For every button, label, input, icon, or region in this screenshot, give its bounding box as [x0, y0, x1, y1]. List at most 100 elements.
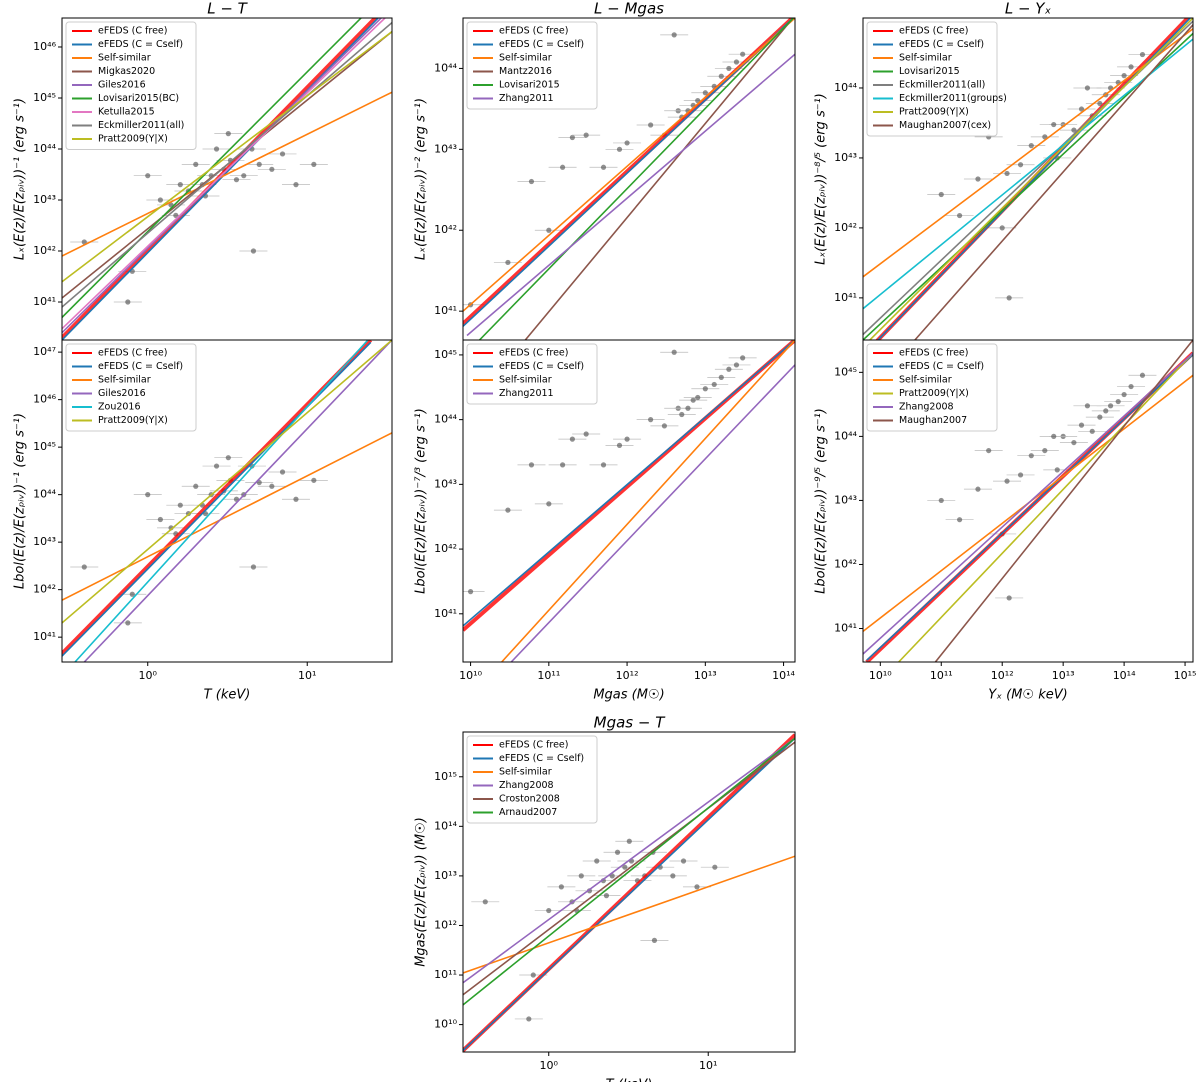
panel: 10⁴¹ 10⁴² 10⁴³ 10⁴⁴ L − Yₓ Lₓ(E(z)/E(zₚᵢᵥ))⁻⁸… — [814, 0, 1194, 341]
legend-label: Self-similar — [499, 53, 552, 64]
data-point — [616, 146, 623, 152]
data-point — [1139, 372, 1146, 378]
data-point — [250, 564, 257, 570]
data-point — [712, 864, 718, 870]
y-axis-label: Lₓ(E(z)/E(zₚᵢᵥ))⁻¹ (erg s⁻¹) — [13, 98, 28, 260]
data-point — [614, 849, 621, 855]
fit-line — [863, 28, 1193, 278]
x-tick-label: 10⁰ — [540, 1059, 559, 1072]
legend-label: Zhang2008 — [899, 402, 954, 413]
data-point — [193, 161, 199, 167]
data-point — [583, 132, 589, 138]
fit-line — [463, 737, 795, 984]
fit-line — [934, 340, 1193, 662]
fit-line — [62, 18, 380, 340]
data-point — [702, 90, 708, 96]
x-tick-label: 10¹⁰ — [459, 669, 482, 682]
fit-line — [62, 21, 392, 308]
data-point — [1128, 64, 1134, 70]
legend-label: Self-similar — [899, 375, 952, 386]
fit-line — [463, 340, 795, 627]
fit-line — [510, 364, 795, 662]
data-point — [975, 176, 981, 182]
legend-label: eFEDS (C = Cself) — [499, 361, 584, 372]
data-point — [578, 873, 584, 879]
y-axis-label: Lbol(E(z)/E(zₚᵢᵥ))⁻¹ (erg s⁻¹) — [13, 413, 28, 589]
legend-label: Lovisari2015 — [499, 80, 560, 91]
y-tick-label: 10⁴⁷ — [33, 345, 56, 358]
legend-label: eFEDS (C free) — [98, 348, 167, 359]
data-point — [81, 239, 87, 245]
y-tick-label: 10⁴¹ — [434, 304, 457, 317]
fit-line — [62, 30, 392, 283]
panel: 10¹⁰ 10¹¹ 10¹² 10¹³ 10¹⁴ 10¹⁵ 10⁰ 10¹ Mgas − T T … — [414, 714, 796, 1082]
y-tick-label: 10⁴⁶ — [33, 40, 56, 53]
data-point — [1097, 414, 1103, 420]
data-point — [733, 59, 740, 65]
data-point — [311, 161, 317, 167]
fit-line — [74, 340, 369, 662]
legend-label: Eckmiller2011(all) — [98, 120, 184, 131]
legend-label: Zou2016 — [98, 402, 141, 413]
data-point — [256, 161, 262, 167]
legend-label: Giles2016 — [98, 80, 146, 91]
frame — [462, 339, 796, 663]
fit-line — [62, 432, 392, 601]
data-point — [505, 507, 511, 513]
data-point — [680, 858, 687, 864]
data-point — [526, 1016, 532, 1022]
data-point — [293, 182, 299, 188]
data-point — [740, 355, 746, 361]
data-point — [711, 381, 717, 388]
data-point — [250, 248, 257, 254]
data-point — [1078, 106, 1085, 112]
data-point — [125, 620, 131, 626]
legend-label: Mantz2016 — [499, 66, 552, 77]
fit-line — [463, 18, 795, 327]
fit-line — [62, 91, 392, 257]
x-axis-label: Yₓ (M☉ keV) — [988, 688, 1067, 703]
y-tick-label: 10¹⁰ — [434, 1018, 457, 1031]
fit-line — [62, 18, 387, 330]
data-point — [694, 884, 700, 890]
data-point — [702, 386, 708, 392]
legend-label: Pratt2009(Y|X) — [98, 415, 168, 426]
data-point — [569, 134, 575, 141]
legend-label: eFEDS (C free) — [899, 348, 968, 359]
data-point — [1054, 467, 1060, 473]
frame — [61, 339, 393, 663]
legend-label: Zhang2011 — [499, 388, 554, 399]
plot-area — [463, 733, 795, 1052]
data-point — [740, 51, 746, 57]
x-tick-label: 10¹² — [616, 669, 639, 682]
legend-label: Ketulla2015 — [98, 107, 155, 118]
legend-label: Eckmiller2011(groups) — [899, 93, 1007, 104]
legend-box — [466, 343, 598, 405]
data-point — [1084, 85, 1091, 91]
legend-label: eFEDS (C free) — [499, 26, 568, 37]
data-point — [1028, 143, 1034, 149]
y-tick-label: 10⁴⁴ — [33, 488, 56, 501]
data-point — [583, 431, 589, 437]
data-point — [213, 146, 220, 152]
data-point — [1128, 383, 1134, 390]
panel: 10⁴¹ 10⁴² 10⁴³ 10⁴⁴ 10⁴⁵ 10¹⁰ 10¹¹ 10¹² 10¹³ 10¹⁴… — [814, 339, 1196, 703]
data-point — [690, 397, 696, 403]
data-point — [1051, 433, 1057, 439]
x-tick-label: 10¹² — [991, 669, 1014, 682]
data-point — [569, 436, 575, 442]
y-tick-label: 10⁴³ — [434, 142, 457, 155]
y-axis-label: Lbol(E(z)/E(zₚᵢᵥ))⁻⁷/³ (erg s⁻¹) — [414, 408, 429, 594]
y-tick-label: 10⁴⁵ — [434, 348, 457, 361]
y-tick-label: 10⁴² — [434, 223, 457, 236]
y-tick-label: 10⁴⁴ — [834, 81, 857, 94]
data-point — [1097, 100, 1103, 107]
y-tick-label: 10⁴⁴ — [434, 61, 457, 74]
legend-label: Arnaud2007 — [499, 807, 557, 818]
data-point — [1042, 134, 1048, 140]
frame — [862, 339, 1194, 663]
x-tick-label: 10¹⁰ — [869, 669, 892, 682]
x-axis-label: T (keV) — [606, 1078, 653, 1082]
x-tick-label: 10¹³ — [694, 669, 717, 682]
data-point — [505, 259, 511, 266]
